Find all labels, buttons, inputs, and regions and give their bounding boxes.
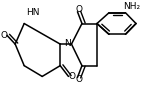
Text: O: O bbox=[68, 72, 75, 81]
Text: O: O bbox=[1, 31, 8, 40]
Text: N: N bbox=[64, 39, 71, 48]
Text: NH₂: NH₂ bbox=[123, 2, 140, 11]
Text: HN: HN bbox=[26, 8, 40, 17]
Text: O: O bbox=[76, 75, 82, 84]
Text: O: O bbox=[76, 5, 82, 14]
